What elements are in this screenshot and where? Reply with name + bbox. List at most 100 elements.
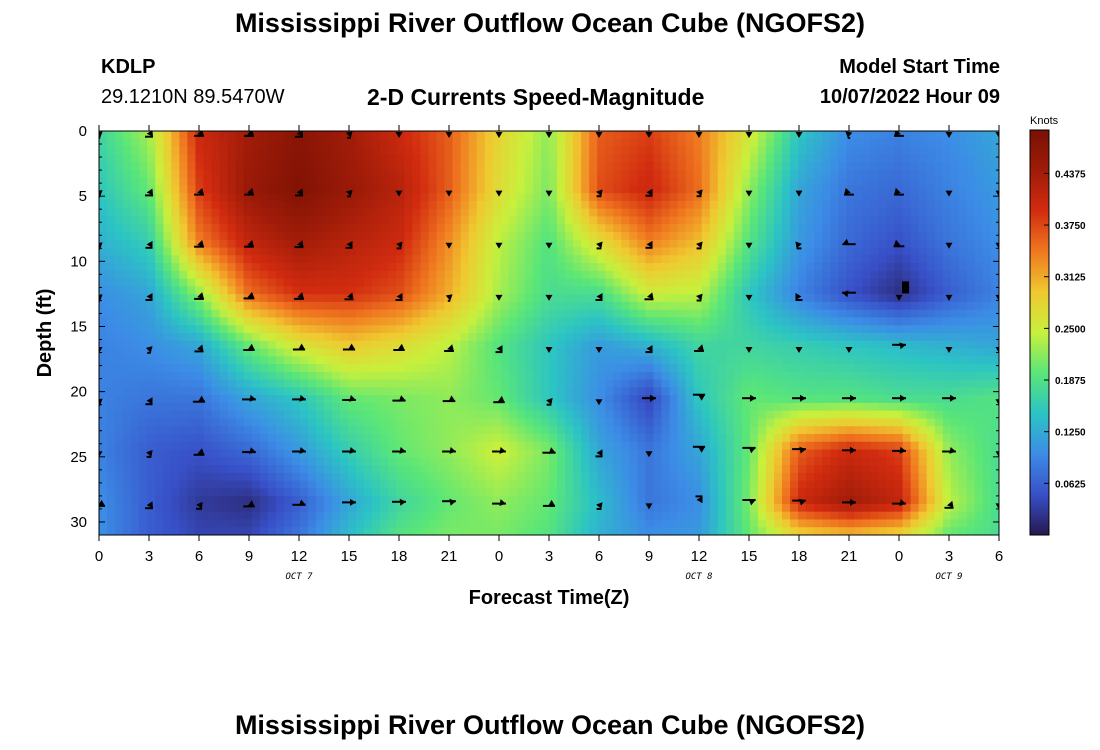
heat-cell — [613, 457, 622, 466]
heat-cell — [573, 200, 582, 210]
heat-cell — [581, 402, 590, 412]
heat-cell — [693, 278, 703, 287]
heat-cell — [878, 224, 888, 233]
heat-cell — [179, 185, 188, 194]
heat-cell — [203, 356, 213, 365]
heat-cell — [171, 410, 180, 420]
heat-cell — [380, 340, 389, 350]
heat-cell — [830, 294, 839, 303]
heat-cell — [444, 410, 454, 420]
heat-cell — [372, 177, 381, 186]
heat-cell — [356, 247, 365, 256]
heat-cell — [782, 426, 791, 435]
heat-cell — [974, 278, 984, 287]
heat-cell — [990, 402, 999, 412]
heat-cell — [717, 434, 727, 443]
heat-cell — [484, 154, 494, 163]
heat-cell — [725, 402, 735, 412]
heat-cell — [870, 247, 880, 256]
heat-cell — [846, 255, 855, 264]
heat-cell — [372, 364, 381, 373]
heat-cell — [211, 410, 221, 420]
heat-cell — [412, 131, 422, 140]
heat-cell — [717, 278, 727, 287]
heat-cell — [532, 294, 542, 303]
heat-cell — [155, 457, 164, 466]
heat-cell — [733, 263, 743, 272]
heat-cell — [790, 263, 799, 272]
heat-cell — [484, 239, 494, 249]
heat-cell — [227, 131, 237, 140]
heat-cell — [677, 402, 687, 412]
heat-cell — [420, 387, 430, 396]
heat-cell — [540, 286, 550, 295]
heat-cell — [227, 364, 237, 373]
heat-cell — [444, 418, 454, 427]
heat-cell — [283, 395, 293, 404]
heat-cell — [307, 449, 317, 458]
heat-cell — [324, 232, 333, 241]
heat-cell — [950, 169, 960, 179]
heat-cell — [589, 278, 598, 287]
heat-cell — [324, 239, 333, 249]
heat-cell — [516, 193, 526, 202]
heat-cell — [139, 224, 148, 233]
heat-cell — [958, 441, 968, 451]
heat-cell — [693, 395, 703, 404]
heat-cell — [782, 340, 791, 350]
heat-cell — [436, 325, 446, 334]
heat-cell — [886, 395, 896, 404]
heat-cell — [372, 449, 381, 458]
heat-cell — [934, 340, 944, 350]
heat-cell — [685, 348, 695, 357]
heat-cell — [549, 301, 558, 311]
heat-cell — [211, 169, 221, 179]
heat-cell — [428, 356, 438, 365]
heat-cell — [549, 208, 558, 218]
heat-cell — [492, 301, 502, 311]
heat-cell — [637, 286, 647, 295]
heat-cell — [412, 263, 422, 272]
heat-cell — [348, 270, 357, 280]
heat-cell — [259, 146, 269, 155]
heat-cell — [709, 371, 719, 381]
heat-cell — [155, 387, 164, 396]
heat-cell — [476, 216, 486, 225]
heat-cell — [918, 146, 928, 155]
heat-cell — [356, 154, 365, 163]
heat-cell — [516, 410, 526, 420]
heat-cell — [669, 263, 679, 272]
heat-cell — [388, 317, 397, 326]
heat-cell — [966, 200, 976, 210]
heat-cell — [573, 162, 582, 171]
heat-cell — [235, 263, 245, 272]
heat-cell — [661, 263, 671, 272]
heat-cell — [155, 232, 164, 241]
heat-cell — [532, 418, 542, 427]
heat-cell — [733, 333, 743, 342]
heat-cell — [131, 395, 140, 404]
heat-cell — [565, 263, 574, 272]
heat-cell — [886, 402, 896, 412]
heat-cell — [187, 317, 197, 326]
heat-cell — [653, 208, 663, 218]
heat-cell — [790, 441, 799, 451]
heat-cell — [974, 402, 984, 412]
heat-cell — [540, 379, 550, 388]
heat-cell — [131, 216, 140, 225]
heat-cell — [364, 317, 373, 326]
heat-cell — [765, 364, 775, 373]
heat-cell — [910, 263, 920, 272]
heat-cell — [187, 278, 197, 287]
heat-cell — [701, 294, 711, 303]
heat-cell — [460, 418, 470, 427]
heat-cell — [557, 193, 566, 202]
heat-cell — [404, 356, 413, 365]
heat-cell — [107, 457, 116, 466]
heat-cell — [340, 426, 349, 435]
heat-cell — [798, 364, 807, 373]
heat-cell — [717, 402, 727, 412]
heat-cell — [629, 333, 638, 342]
heat-cell — [581, 309, 590, 319]
heat-cell — [171, 286, 180, 295]
